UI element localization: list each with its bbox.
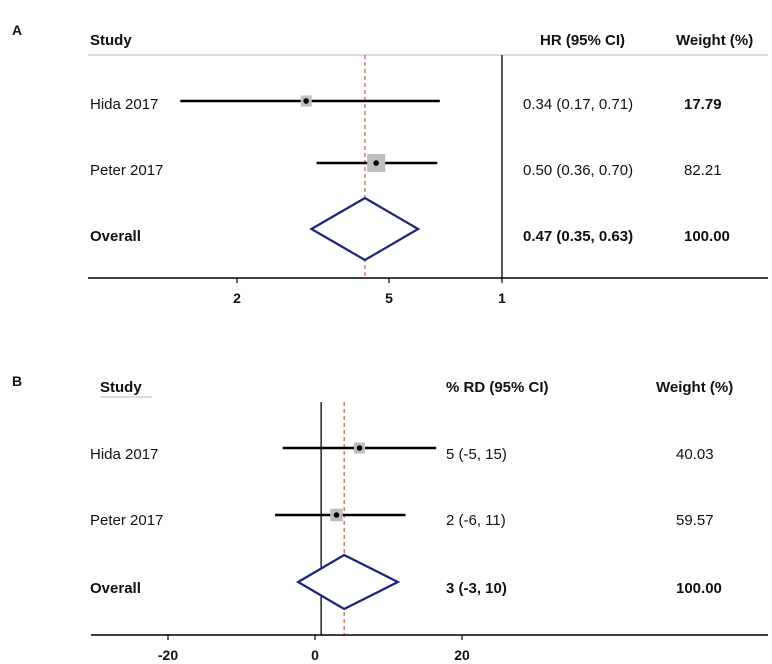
- forest-plot-a: 2 5 1 A Study HR (95% CI) Weight (%) Hida …: [0, 0, 772, 320]
- point-estimate-marker: [303, 98, 309, 104]
- overall-name: Overall: [90, 228, 141, 245]
- study-weight: 59.57: [676, 512, 714, 529]
- panel-label: B: [12, 373, 23, 389]
- forest-plot-b-graphic: -20 0 20: [91, 396, 768, 663]
- weight-column-header: Weight (%): [676, 32, 754, 49]
- point-estimate-marker: [373, 160, 379, 166]
- point-estimate-marker: [356, 445, 363, 451]
- overall-diamond: [309, 196, 421, 262]
- study-estimate: 2 (-6, 11): [446, 512, 506, 529]
- overall-name: Overall: [90, 580, 141, 597]
- study-estimate: 0.50 (0.36, 0.70): [523, 162, 634, 179]
- overall-diamond: [295, 553, 401, 611]
- forest-plot-a-graphic: 2 5 1: [88, 54, 768, 306]
- x-tick-label: 2: [233, 290, 241, 306]
- overall-estimate: 3 (-3, 10): [446, 580, 507, 597]
- study-column-header: Study: [100, 379, 142, 396]
- study-weight: 40.03: [676, 446, 714, 463]
- panel-label: A: [12, 22, 23, 38]
- study-name: Peter 2017: [90, 512, 164, 529]
- overall-estimate: 0.47 (0.35, 0.63): [523, 228, 634, 245]
- forest-plot-b: -20 0 20 B Study % RD (95% CI) Weight (%) …: [0, 340, 772, 664]
- study-name: Hida 2017: [90, 96, 159, 113]
- x-tick-label: -20: [158, 647, 178, 663]
- study-estimate: 0.34 (0.17, 0.71): [523, 96, 634, 113]
- study-name: Hida 2017: [90, 446, 159, 463]
- overall-weight: 100.00: [676, 580, 722, 597]
- study-column-header: Study: [90, 32, 132, 49]
- study-weight: 82.21: [684, 162, 722, 179]
- study-name: Peter 2017: [90, 162, 164, 179]
- point-estimate-marker: [333, 512, 340, 518]
- overall-weight: 100.00: [684, 228, 730, 245]
- study-estimate: 5 (-5, 15): [446, 446, 507, 463]
- x-tick-label: 20: [454, 647, 470, 663]
- x-tick-label: 1: [498, 290, 506, 306]
- study-weight: 17.79: [684, 96, 722, 113]
- x-tick-label: 0: [311, 647, 319, 663]
- x-tick-label: 5: [385, 290, 393, 306]
- estimate-column-header: HR (95% CI): [540, 32, 626, 49]
- estimate-column-header: % RD (95% CI): [446, 379, 549, 396]
- weight-column-header: Weight (%): [656, 379, 734, 396]
